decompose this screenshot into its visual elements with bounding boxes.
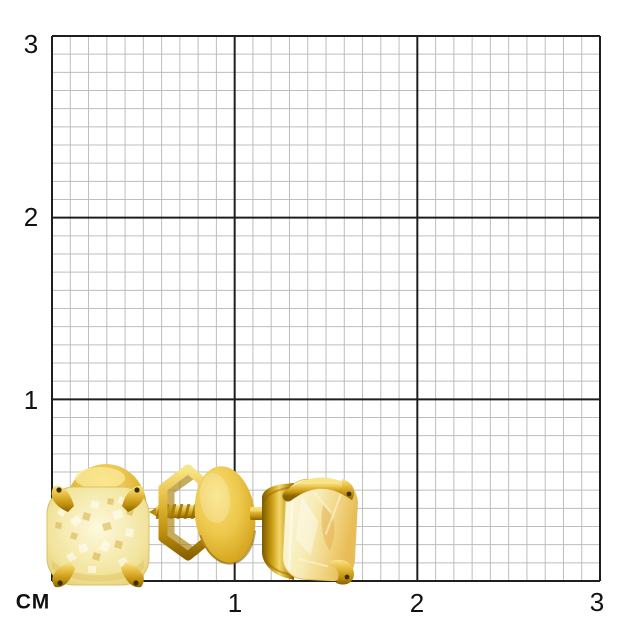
dome-highlight <box>75 467 125 489</box>
axle-post-highlight <box>250 508 270 512</box>
x-tick-label-1: 1 <box>227 588 243 618</box>
prong-top-right-notch <box>134 487 140 493</box>
unit-label: СМ <box>15 590 51 614</box>
x-tick-label-2: 2 <box>409 588 425 618</box>
left-stone-bottom-shade <box>52 560 144 582</box>
right-prong-top-notch <box>346 491 352 497</box>
prong-top-left-notch <box>56 487 62 493</box>
right-prong-bottom-notch <box>344 574 350 580</box>
x-tick-label-3: 3 <box>589 587 605 617</box>
right-earring-side-view <box>262 477 358 585</box>
prong-bottom-left-notch <box>57 580 63 586</box>
screw-back-disc <box>194 466 257 565</box>
prong-top-left <box>51 485 74 512</box>
screw-back-clasp <box>149 464 270 565</box>
right-stone <box>282 478 358 582</box>
y-tick-label-3: 3 <box>23 29 39 59</box>
prong-bottom-left <box>52 562 75 588</box>
prong-bottom-right-notch <box>133 580 139 586</box>
right-stone-facet-light <box>295 495 319 556</box>
earrings-photo <box>46 464 358 588</box>
left-earring-front-view <box>46 464 150 588</box>
y-tick-label-1: 1 <box>23 385 39 415</box>
disc-bottom-rim <box>199 530 257 565</box>
disc-highlight <box>199 473 231 523</box>
prong-bottom-right <box>121 562 144 588</box>
left-stone-facets-light <box>57 496 134 573</box>
prong-top-right <box>122 485 145 512</box>
y-tick-label-2: 2 <box>23 202 39 232</box>
right-stone-edge-light <box>287 486 295 571</box>
